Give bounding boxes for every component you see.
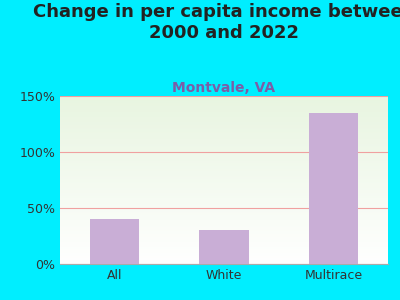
- Bar: [309, 113, 358, 264]
- Text: Montvale, VA: Montvale, VA: [172, 81, 276, 95]
- Bar: [90, 219, 139, 264]
- Text: Change in per capita income between
2000 and 2022: Change in per capita income between 2000…: [33, 3, 400, 42]
- Bar: [199, 230, 248, 264]
